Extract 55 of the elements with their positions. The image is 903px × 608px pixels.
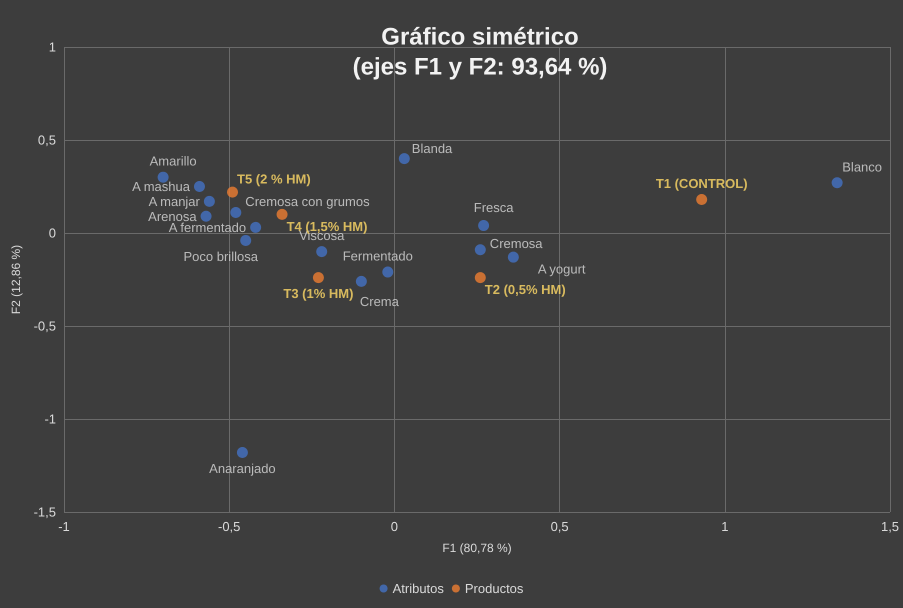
annotation: A yogurt [538,262,586,277]
point [474,244,486,256]
annotation: T5 (2 % HM) [237,172,311,187]
point [230,207,242,218]
annotation: Blanco [842,159,882,174]
point [508,252,519,263]
annotation: T3 (1% HM) [283,286,354,302]
annotation: Fermentado [342,248,413,264]
y-tick-label: 0 [48,226,56,240]
y-tick-label: 0,5 [38,132,56,148]
annotation: T1 (CONTROL) [656,176,748,192]
point [276,208,288,220]
annotation: Crema [360,294,400,309]
point [832,177,843,188]
annotation: Blanda [412,141,454,156]
legend-label: Atributos [392,581,444,596]
annotation: Cremosa [490,236,544,252]
legend-label: Productos [464,581,524,596]
annotation: Anaranjado [209,460,276,476]
annotation: Amarillo [150,154,197,169]
annotation: A manjar [148,194,201,209]
point [240,234,252,246]
y-tick-label: 1 [48,40,56,54]
y-tick-label: -1 [44,412,56,426]
x-axis-title: F1 (80,78 %) [442,541,512,555]
point [316,246,328,258]
point [236,446,248,458]
point [194,181,205,192]
point [200,210,212,222]
x-tick-label: 0,5 [550,519,569,534]
point [398,153,410,164]
chart-title: Gráfico simétrico [381,24,579,50]
point [204,196,215,207]
point [474,272,486,284]
point [356,276,367,287]
x-tick-label: 1 [721,519,728,534]
point [312,272,324,284]
y-tick-label: -0,5 [34,318,56,334]
point [382,266,394,278]
annotation: Fresca [474,200,514,216]
y-tick-label: -1,5 [34,504,56,520]
point [227,186,238,198]
x-tick-label: -0,5 [218,519,240,534]
point [696,194,708,206]
x-tick-label: -1 [58,519,70,534]
y-axis-title: F2 (12,86 %) [9,244,23,314]
point [250,222,262,233]
annotation: A mashua [132,179,191,194]
x-tick-label: 0 [390,519,398,534]
point [478,220,490,232]
annotation: Cremosa con grumos [245,194,370,210]
x-tick-label: 1,5 [880,519,900,534]
chart-subtitle: (ejes F1 y F2: 93,64 %) [352,54,608,80]
annotation: T2 (0,5% HM) [484,282,566,298]
annotation: Poco brillosa [184,248,259,264]
